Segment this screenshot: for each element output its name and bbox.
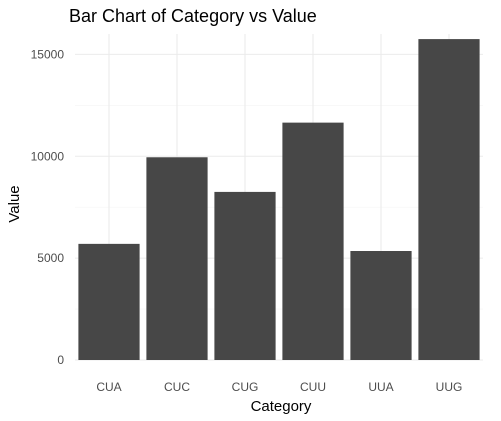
y-axis-tick-labels: 0 5000 10000 15000 [31,47,65,367]
plot-area [75,34,483,361]
bar-uua [350,250,412,360]
x-tick-label: CUG [232,380,259,394]
bar-cua [78,243,140,360]
y-tick-label: 0 [57,353,64,367]
x-tick-label: CUU [300,380,326,394]
bar-cuu [282,122,344,360]
x-tick-label: UUG [436,380,463,394]
y-tick-label: 15000 [31,47,65,61]
bar-cug [214,191,276,360]
x-tick-label: CUC [164,380,190,394]
chart-title: Bar Chart of Category vs Value [69,6,317,26]
bar-uug [418,39,480,360]
x-axis-title: Category [251,398,312,415]
y-axis-title: Value [6,185,23,222]
bar-cuc [146,157,208,360]
bars [78,39,480,360]
x-axis-tick-labels: CUA CUC CUG CUU UUA UUG [96,380,462,394]
x-tick-label: CUA [96,380,121,394]
x-tick-label: UUA [368,380,393,394]
y-tick-label: 5000 [37,251,64,265]
y-tick-label: 10000 [31,149,65,163]
